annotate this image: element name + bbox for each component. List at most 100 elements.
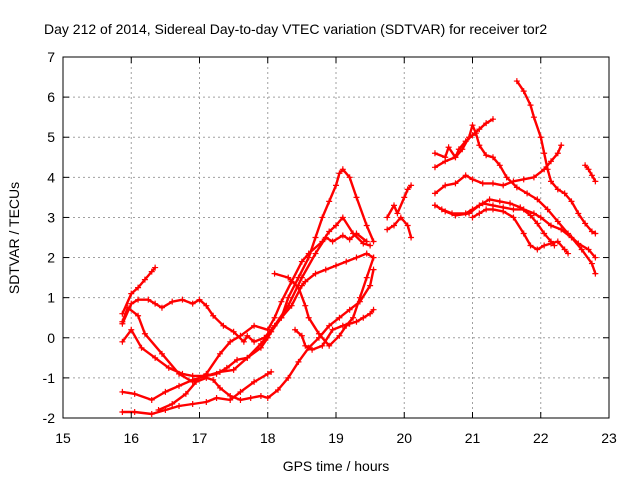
data-point bbox=[582, 220, 589, 227]
data-point bbox=[240, 338, 247, 345]
data-point bbox=[210, 312, 217, 319]
series-arc-19 bbox=[582, 162, 599, 185]
data-point bbox=[298, 258, 305, 265]
data-point bbox=[442, 182, 449, 189]
data-point bbox=[469, 176, 476, 183]
data-point bbox=[264, 370, 271, 377]
data-point bbox=[489, 180, 496, 187]
data-point bbox=[148, 410, 155, 417]
data-point bbox=[152, 300, 159, 307]
data-point bbox=[216, 368, 223, 375]
data-point bbox=[561, 190, 568, 197]
data-point bbox=[452, 180, 459, 187]
data-point bbox=[302, 278, 309, 285]
data-point bbox=[285, 294, 292, 301]
x-tick-label: 19 bbox=[328, 430, 344, 446]
x-tick-label: 22 bbox=[533, 430, 549, 446]
data-point bbox=[312, 234, 319, 241]
data-point bbox=[336, 332, 343, 339]
x-tick-label: 20 bbox=[396, 430, 412, 446]
data-point bbox=[442, 208, 449, 215]
data-point bbox=[391, 222, 398, 229]
x-tick-label: 18 bbox=[260, 430, 276, 446]
data-point bbox=[264, 394, 271, 401]
data-point bbox=[547, 240, 554, 247]
data-point bbox=[176, 382, 183, 389]
data-point bbox=[339, 322, 346, 329]
data-point bbox=[227, 392, 234, 399]
data-point bbox=[135, 312, 142, 319]
data-point bbox=[193, 378, 200, 385]
data-point bbox=[541, 230, 548, 237]
data-point bbox=[469, 214, 476, 221]
data-point bbox=[466, 210, 473, 217]
data-point bbox=[568, 234, 575, 241]
data-point bbox=[483, 206, 490, 213]
data-point bbox=[356, 294, 363, 301]
y-tick-label: 1 bbox=[47, 290, 55, 306]
data-point bbox=[285, 374, 292, 381]
series-arc-6 bbox=[119, 368, 275, 417]
data-point bbox=[558, 142, 565, 149]
data-point bbox=[513, 184, 520, 191]
data-point bbox=[442, 158, 449, 165]
data-point bbox=[500, 208, 507, 215]
data-point bbox=[119, 338, 126, 345]
data-point bbox=[565, 250, 572, 257]
data-point bbox=[476, 126, 483, 133]
data-point bbox=[466, 134, 473, 141]
data-point bbox=[578, 246, 585, 253]
data-point bbox=[541, 150, 548, 157]
data-point bbox=[319, 214, 326, 221]
data-point bbox=[370, 254, 377, 261]
data-point bbox=[216, 384, 223, 391]
series-arc-13 bbox=[431, 122, 599, 261]
data-point bbox=[176, 402, 183, 409]
data-point bbox=[537, 134, 544, 141]
data-point bbox=[360, 240, 367, 247]
series-arc-10 bbox=[384, 182, 415, 221]
data-point bbox=[524, 190, 531, 197]
data-point bbox=[431, 164, 438, 171]
data-point bbox=[462, 172, 469, 179]
data-point bbox=[476, 202, 483, 209]
x-tick-label: 16 bbox=[123, 430, 139, 446]
data-point bbox=[588, 172, 595, 179]
y-tick-label: 7 bbox=[47, 49, 55, 65]
data-point bbox=[585, 166, 592, 173]
data-point bbox=[592, 178, 599, 185]
data-point bbox=[384, 226, 391, 233]
data-point bbox=[234, 356, 241, 363]
x-tick-label: 23 bbox=[601, 430, 617, 446]
data-point bbox=[558, 226, 565, 233]
series-arc-3 bbox=[119, 250, 377, 345]
data-point bbox=[285, 274, 292, 281]
data-point bbox=[152, 354, 159, 361]
data-point bbox=[274, 386, 281, 393]
data-point bbox=[230, 328, 237, 335]
data-point bbox=[353, 318, 360, 325]
data-point bbox=[326, 322, 333, 329]
data-point bbox=[527, 242, 534, 249]
y-tick-label: 5 bbox=[47, 129, 55, 145]
data-point bbox=[367, 242, 374, 249]
data-point bbox=[534, 246, 541, 253]
data-point bbox=[367, 282, 374, 289]
data-point bbox=[537, 214, 544, 221]
data-point bbox=[510, 214, 517, 221]
data-point bbox=[285, 302, 292, 309]
data-point bbox=[363, 238, 370, 245]
data-point bbox=[520, 176, 527, 183]
data-point bbox=[271, 270, 278, 277]
data-point bbox=[592, 254, 599, 261]
data-point bbox=[182, 390, 189, 397]
data-point bbox=[230, 366, 237, 373]
data-point bbox=[237, 388, 244, 395]
data-point bbox=[554, 186, 561, 193]
series-line bbox=[121, 252, 375, 343]
data-point bbox=[346, 174, 353, 181]
x-axis-label: GPS time / hours bbox=[283, 458, 390, 474]
y-axis-label: SDTVAR / TECUs bbox=[6, 182, 22, 294]
series-arc-16 bbox=[431, 196, 558, 249]
